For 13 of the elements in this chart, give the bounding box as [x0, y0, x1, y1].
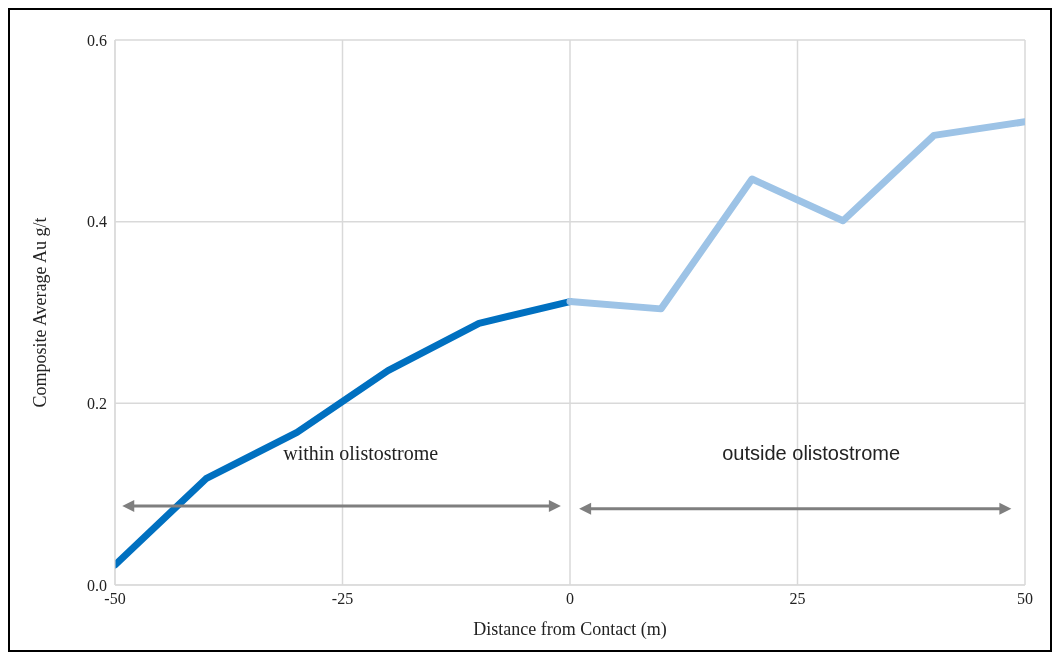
x-tick-label: 0: [566, 590, 574, 608]
x-tick-label: -50: [104, 590, 126, 608]
x-tick-label: -25: [331, 590, 354, 608]
x-tick-label: 25: [789, 590, 806, 608]
x-axis-title: Distance from Contact (m): [473, 619, 667, 640]
y-tick-label: 0.6: [87, 31, 107, 49]
y-axis-title: Composite Average Au g/t: [30, 217, 51, 408]
y-tick-label: 0.0: [87, 576, 107, 594]
annotation: within olistostrome: [283, 441, 439, 464]
y-tick-label: 0.4: [87, 213, 107, 231]
annotation: outside olistostrome: [722, 441, 901, 464]
x-tick-label: 50: [1017, 590, 1033, 608]
y-tick-label: 0.2: [87, 395, 107, 413]
